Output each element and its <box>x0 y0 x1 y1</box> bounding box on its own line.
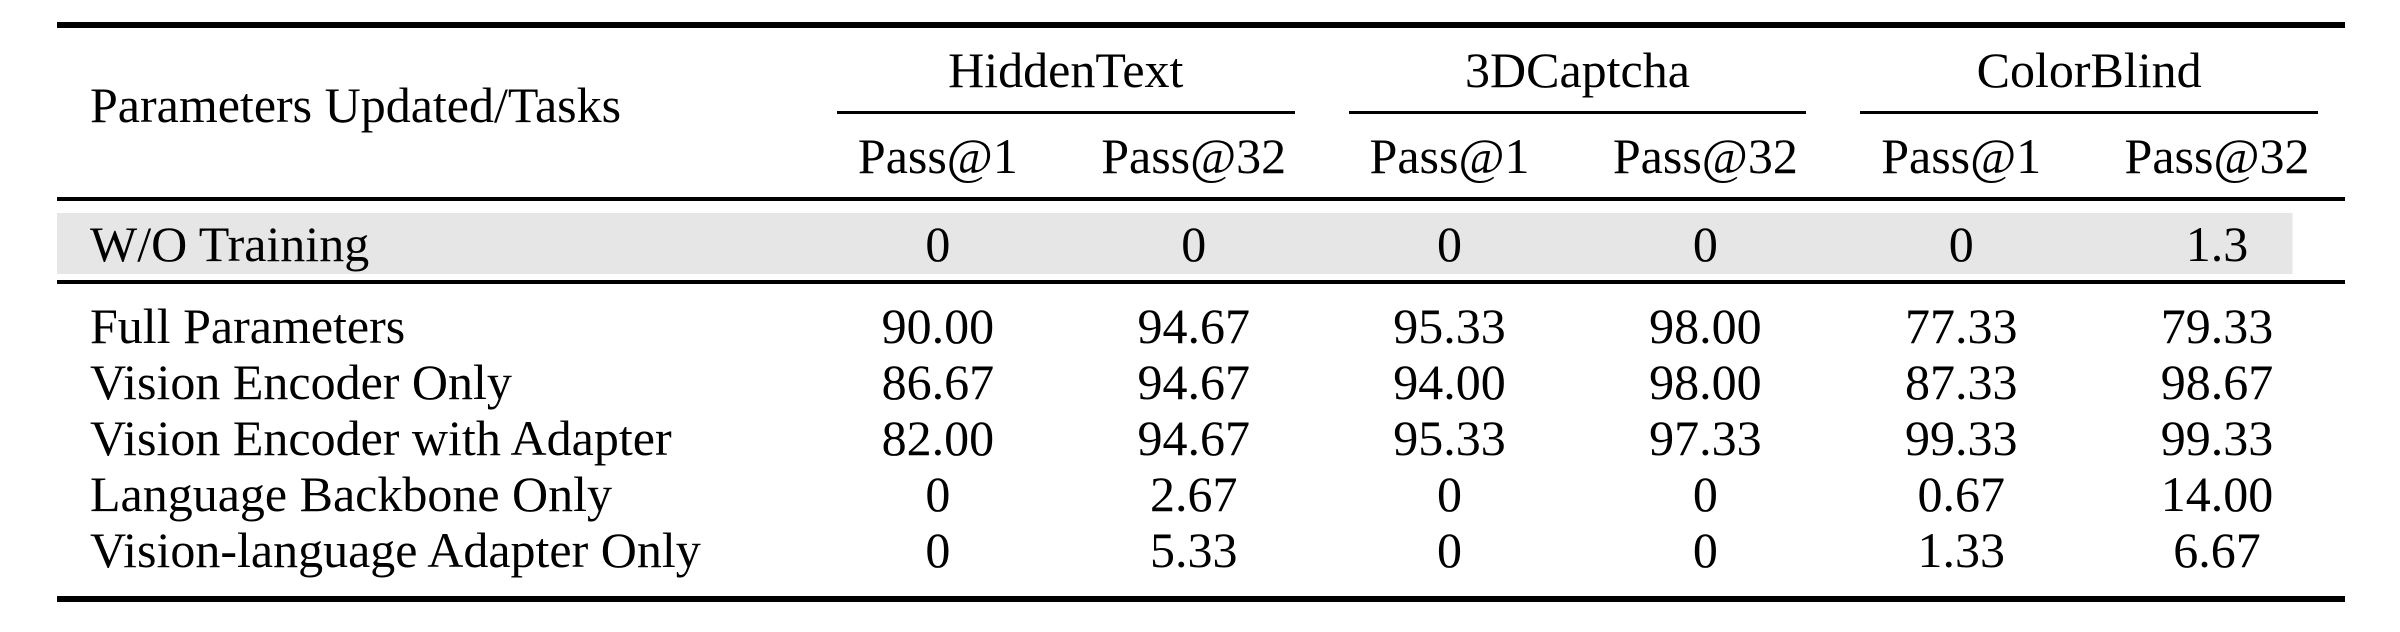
subheader-row: Pass@1 Pass@32 <box>1322 114 1834 197</box>
cell-value: 98.00 <box>1649 354 1762 410</box>
cell-value: 97.33 <box>1649 410 1762 466</box>
bottom-rule <box>57 596 2345 602</box>
row-label: Vision Encoder with Adapter <box>90 410 672 466</box>
cell-value: 0 <box>925 466 951 522</box>
cell-value: 79.33 <box>2160 298 2274 354</box>
cell-value: 5.33 <box>1149 522 1238 578</box>
group-header-label: 3DCaptcha <box>1464 41 1690 98</box>
row-label: W/O Training <box>90 215 370 272</box>
cell-value: 0 <box>925 522 951 578</box>
table-row-full-parameters: Full Parameters 90.00 94.67 95.33 98.00 … <box>57 298 2345 354</box>
corner-header: Parameters Updated/Tasks <box>90 76 622 133</box>
row-label: Full Parameters <box>90 298 406 354</box>
table-row-vision-encoder-with-adapter: Vision Encoder with Adapter 82.00 94.67 … <box>57 410 2345 466</box>
row-label: Vision-language Adapter Only <box>90 522 701 578</box>
mid-rule <box>57 280 2345 284</box>
table-row-vision-encoder-only: Vision Encoder Only 86.67 94.67 94.00 98… <box>57 354 2345 410</box>
cell-value: 98.00 <box>1649 298 1762 354</box>
cell-value: 82.00 <box>881 410 995 466</box>
cell-value: 0 <box>1692 522 1718 578</box>
cell-value: 1.3 <box>2185 215 2249 272</box>
cell-value: 99.33 <box>2160 410 2274 466</box>
cell-value: 94.67 <box>1137 298 1250 354</box>
subcolumn-header: Pass@1 <box>1881 127 2042 184</box>
cell-value: 95.33 <box>1393 410 1506 466</box>
results-table: Parameters Updated/Tasks HiddenText Pass… <box>57 22 2345 602</box>
cell-value: 99.33 <box>1904 410 2018 466</box>
cell-value: 0 <box>1437 522 1463 578</box>
cell-value: 0 <box>1181 215 1207 272</box>
header-rule <box>57 197 2345 201</box>
subcolumn-header: Pass@1 <box>1369 127 1530 184</box>
cell-value: 94.67 <box>1137 410 1250 466</box>
subheader-row: Pass@1 Pass@32 <box>1833 114 2345 197</box>
group-underline <box>836 111 1295 114</box>
column-group-3dcaptcha: 3DCaptcha Pass@1 Pass@32 <box>1322 28 1834 197</box>
cell-value: 14.00 <box>2160 466 2274 522</box>
cell-value: 0 <box>1692 466 1718 522</box>
cell-value: 2.67 <box>1149 466 1238 522</box>
row-label: Vision Encoder Only <box>90 354 512 410</box>
group-header-label: ColorBlind <box>1976 41 2202 98</box>
subcolumn-header: Pass@32 <box>1612 127 1798 184</box>
cell-value: 0 <box>1437 215 1463 272</box>
table-row-vision-language-adapter-only: Vision-language Adapter Only 0 5.33 0 0 … <box>57 522 2345 578</box>
cell-value: 94.00 <box>1393 354 1506 410</box>
table-row-language-backbone-only: Language Backbone Only 0 2.67 0 0 0.67 1… <box>57 466 2345 522</box>
column-group-colorblind: ColorBlind Pass@1 Pass@32 <box>1833 28 2345 197</box>
cell-value: 0 <box>1692 215 1718 272</box>
cell-value: 1.33 <box>1917 522 2005 578</box>
cell-value: 87.33 <box>1904 354 2018 410</box>
cell-value: 0 <box>1948 215 1974 272</box>
cell-value: 95.33 <box>1393 298 1506 354</box>
subcolumn-header: Pass@1 <box>857 127 1018 184</box>
cell-value: 90.00 <box>881 298 995 354</box>
table-body: Full Parameters 90.00 94.67 95.33 98.00 … <box>57 284 2345 596</box>
group-underline <box>1348 111 1807 114</box>
cell-value: 98.67 <box>2160 354 2274 410</box>
subcolumn-header: Pass@32 <box>2124 127 2310 184</box>
top-rule <box>57 22 2345 28</box>
cell-value: 86.67 <box>881 354 995 410</box>
column-group-hiddentext: HiddenText Pass@1 Pass@32 <box>810 28 1322 197</box>
row-label: Language Backbone Only <box>90 466 613 522</box>
subcolumn-header: Pass@32 <box>1101 127 1287 184</box>
cell-value: 77.33 <box>1904 298 2018 354</box>
group-header-label: HiddenText <box>948 41 1184 98</box>
table-header: Parameters Updated/Tasks HiddenText Pass… <box>57 28 2345 197</box>
cell-value: 94.67 <box>1137 354 1250 410</box>
cell-value: 0 <box>1437 466 1463 522</box>
cell-value: 0 <box>925 215 951 272</box>
group-underline <box>1860 111 2318 114</box>
baseline-row-wo-training: W/O Training 0 0 0 0 0 1.3 <box>57 213 2345 274</box>
cell-value: 6.67 <box>2173 522 2261 578</box>
subheader-row: Pass@1 Pass@32 <box>810 114 1322 197</box>
cell-value: 0.67 <box>1917 466 2005 522</box>
